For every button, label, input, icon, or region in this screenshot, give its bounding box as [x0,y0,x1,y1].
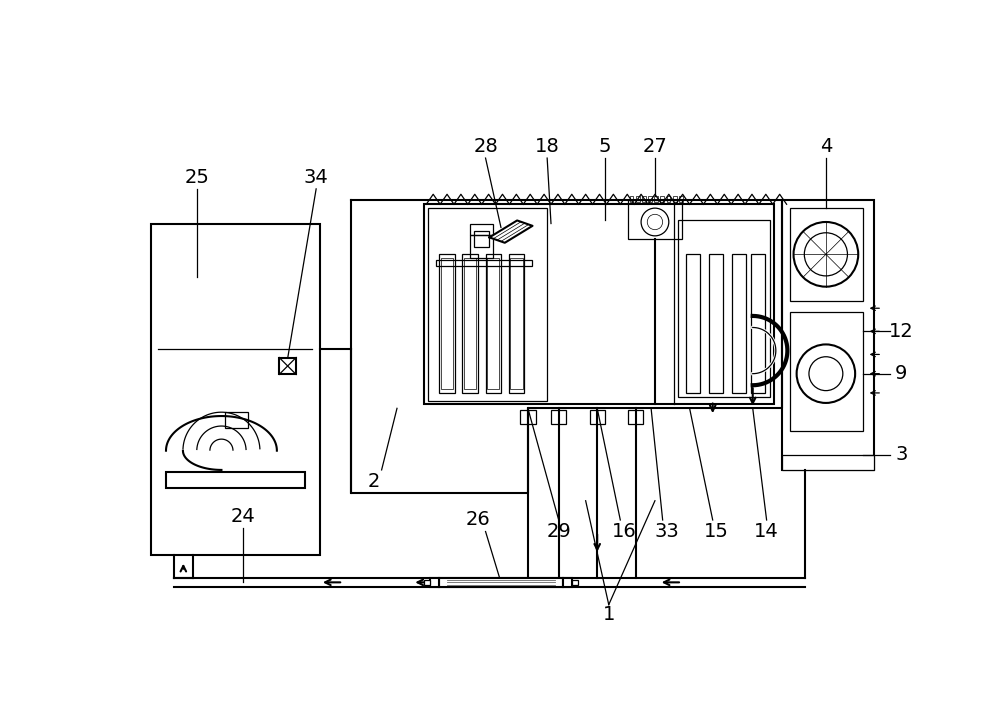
Bar [462,254,478,393]
Bar [428,208,547,401]
Bar [686,254,700,393]
Bar [679,196,683,202]
Text: 12: 12 [889,322,914,341]
Text: 5: 5 [599,137,611,156]
Bar [636,196,640,202]
Text: 1: 1 [603,605,615,624]
Text: 26: 26 [465,510,490,529]
Circle shape [809,357,843,390]
Bar [648,196,652,202]
Bar [166,473,305,488]
Bar [666,196,670,202]
Bar [551,410,566,424]
Bar [673,196,677,202]
Bar [439,578,563,587]
Bar [520,410,536,424]
Bar [628,410,643,424]
Bar [474,231,489,246]
Bar [486,254,501,393]
Bar [225,412,248,427]
Bar [487,258,499,389]
Circle shape [797,345,855,403]
Bar [470,235,493,258]
Bar [279,358,296,374]
Bar [509,254,524,393]
Bar [628,201,682,239]
Bar [436,260,532,266]
Bar [430,578,439,587]
Bar [630,196,633,202]
Bar [563,578,572,587]
Text: 25: 25 [184,168,209,187]
Text: 16: 16 [612,522,637,541]
Text: 28: 28 [473,137,498,156]
Bar [654,196,658,202]
Bar [572,580,578,585]
Text: 14: 14 [754,522,779,541]
Bar [151,223,320,555]
Bar [424,204,774,404]
Polygon shape [489,220,533,243]
Bar [732,254,746,393]
Text: 27: 27 [643,137,667,156]
Bar [642,196,646,202]
Text: 33: 33 [654,522,679,541]
Bar [790,312,863,431]
Text: 18: 18 [535,137,560,156]
Bar [424,580,430,585]
Text: 24: 24 [231,507,255,526]
Bar [751,254,765,393]
Circle shape [804,233,847,276]
Circle shape [647,214,663,230]
Text: 4: 4 [820,137,832,156]
Circle shape [641,208,669,236]
Bar [790,208,863,300]
Text: 3: 3 [895,445,908,464]
Text: 34: 34 [304,168,329,187]
Bar [782,454,874,470]
Text: 9: 9 [895,364,908,383]
Bar [470,223,493,235]
Text: 29: 29 [546,522,571,541]
Bar [678,220,770,397]
Bar [439,254,455,393]
Circle shape [794,222,858,286]
Bar [464,258,476,389]
Bar [441,258,453,389]
Text: 2: 2 [368,472,380,491]
Bar [590,410,605,424]
Bar [660,196,664,202]
Bar [510,258,523,389]
Bar [709,254,723,393]
Text: 15: 15 [704,522,729,541]
Bar [782,201,874,470]
